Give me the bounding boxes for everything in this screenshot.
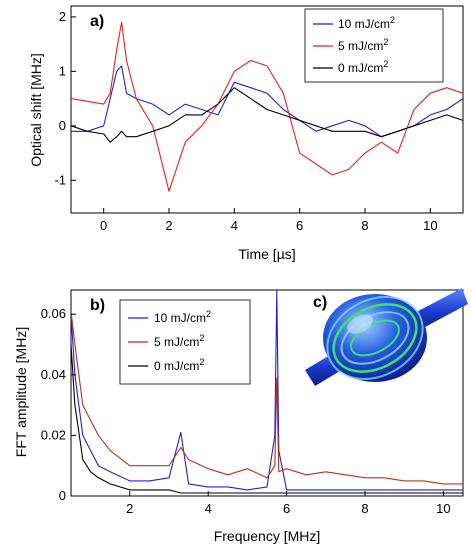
panel-a-series-line-2 (71, 87, 463, 143)
panel-a-x-ticks: 0 2 4 6 8 10 (100, 208, 438, 233)
legend-a-entry-5: 5 mJ/cm2 (313, 37, 388, 53)
panel-b-y-tick-label-2: 0.04 (41, 367, 66, 382)
panel-b-legend: 10 mJ/cm2 5 mJ/cm2 0 mJ/cm2 (119, 299, 251, 385)
panel-a-x-tick-label-2: 4 (231, 218, 238, 233)
panel-b-y-tick-label-3: 0.06 (41, 306, 66, 321)
panel-a-x-tick-label-5: 10 (423, 218, 437, 233)
legend-b-entry-5: 5 mJ/cm2 (128, 333, 204, 349)
panel-b-x-tick-label-2: 6 (283, 501, 290, 516)
panel-a-x-tick-label-3: 6 (296, 218, 303, 233)
panel-a-x-tick-label-4: 8 (361, 218, 368, 233)
panel-a-y-axis-label: Optical shift [MHz] (28, 53, 44, 167)
panel-b-y-axis-label: FFT amplitude [MHz] (13, 327, 29, 457)
legend-a-label-5: 5 mJ/cm2 (338, 37, 388, 53)
legend-b-label-5: 5 mJ/cm2 (154, 333, 204, 349)
inset-resonator-illustration: c) (305, 288, 468, 386)
panel-a-series (71, 21, 463, 192)
panel-a-axes-frame (70, 5, 464, 214)
panel-b-x-ticks: 2 4 6 8 10 (126, 491, 451, 516)
panel-a-x-axis-label: Time [µs] (238, 246, 295, 262)
legend-b-entry-0: 0 mJ/cm2 (128, 357, 204, 373)
panel-b-y-tick-label-0: 0 (59, 488, 66, 503)
panel-b-series-line-1 (71, 311, 463, 485)
panel-b-label: b) (90, 297, 105, 314)
panel-b: 2 4 6 8 10 00.020.040.06 b) Frequency [MHz] … (13, 288, 468, 544)
panel-a-x-tick-label-1: 2 (165, 218, 172, 233)
legend-b-label-0: 0 mJ/cm2 (154, 357, 204, 373)
panel-b-series (71, 290, 463, 494)
panel-a-y-tick-label-2: 1 (59, 63, 66, 78)
panel-a: 0 2 4 6 8 10 -1 0 1 2 a) Time [µs] Optical shift… (28, 5, 464, 262)
legend-a-entry-0: 0 mJ/cm2 (313, 59, 388, 75)
panel-b-x-tick-label-0: 2 (126, 501, 133, 516)
panel-c-label: c) (313, 294, 327, 311)
panel-b-x-tick-label-1: 4 (205, 501, 212, 516)
panel-b-y-ticks: 0 0.02 0.04 0.06 (41, 306, 76, 503)
panel-a-y-tick-label-3: 2 (59, 9, 66, 24)
panel-b-series-line-0 (71, 290, 463, 491)
panel-b-series-line-2 (71, 344, 463, 494)
panel-b-x-tick-label-4: 10 (436, 501, 450, 516)
panel-a-x-tick-label-0: 0 (100, 218, 107, 233)
panel-a-label: a) (90, 13, 104, 30)
legend-a-entry-10: 10 mJ/cm2 (313, 15, 395, 31)
panel-b-x-axis-label: Frequency [MHz] (214, 528, 321, 544)
resonator-ring-1 (326, 296, 424, 380)
legend-a-label-10: 10 mJ/cm2 (338, 15, 395, 31)
panel-a-y-ticks: -1 0 1 2 (54, 9, 76, 187)
panel-a-y-tick-label-1: 0 (59, 118, 66, 133)
resonator-highlight (347, 314, 373, 334)
legend-b-label-10: 10 mJ/cm2 (154, 309, 211, 325)
panel-b-y-tick-label-1: 0.02 (41, 427, 66, 442)
panel-a-series-line-1 (71, 21, 463, 192)
legend-a-label-0: 0 mJ/cm2 (338, 59, 388, 75)
legend-b-entry-10: 10 mJ/cm2 (128, 309, 211, 325)
panel-a-y-tick-label-0: -1 (54, 172, 66, 187)
resonator-ring-2 (332, 303, 418, 373)
panel-a-legend: 10 mJ/cm2 5 mJ/cm2 0 mJ/cm2 (304, 8, 444, 83)
panel-b-axes-frame (70, 289, 464, 497)
panel-b-x-tick-label-3: 8 (361, 501, 368, 516)
